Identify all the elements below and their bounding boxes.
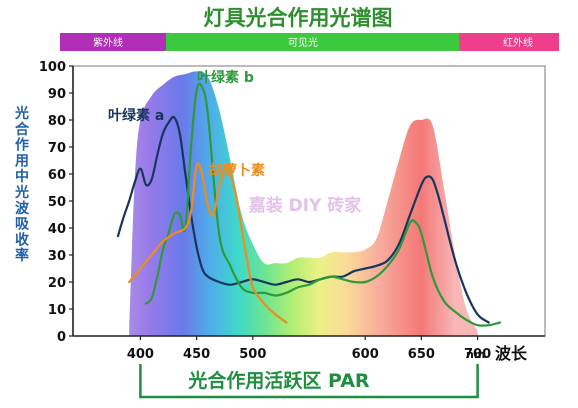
x-tick-label: 450 bbox=[183, 347, 210, 362]
y-label-char: 合 bbox=[15, 121, 30, 138]
spectrum-band-bar: 紫外线 可见光 红外线 bbox=[60, 33, 559, 51]
band-ir bbox=[459, 33, 559, 51]
y-tick-label: 0 bbox=[57, 330, 66, 345]
series-label-2: 胡萝卜素 bbox=[209, 162, 265, 179]
x-unit-label: nm bbox=[466, 348, 485, 361]
x-tick-label: 400 bbox=[127, 347, 154, 362]
y-tick-label: 20 bbox=[48, 276, 66, 291]
y-label-char: 作 bbox=[15, 137, 29, 154]
par-bracket-line bbox=[139, 364, 479, 399]
y-tick-label: 100 bbox=[39, 60, 66, 75]
y-tick-label: 60 bbox=[48, 168, 66, 183]
series-line-0 bbox=[116, 115, 490, 324]
plot-area: 0 10 20 30 40 50 60 70 80 90 100 400 450 500 600 650 70… bbox=[39, 60, 546, 362]
par-bracket: 光合作用活跃区 PAR bbox=[139, 364, 479, 399]
series-label-0: 叶绿素 a bbox=[108, 107, 164, 124]
y-label-char: 波 bbox=[15, 200, 30, 217]
series-line-1 bbox=[144, 82, 502, 327]
y-tick-label: 70 bbox=[48, 141, 66, 156]
band-ir-label: 红外线 bbox=[503, 36, 533, 49]
series-label-1: 叶绿素 b bbox=[197, 69, 254, 86]
x-tick-label: 650 bbox=[408, 347, 435, 362]
y-label-char: 收 bbox=[15, 231, 30, 248]
y-tick-label: 10 bbox=[48, 303, 66, 318]
y-label-char: 率 bbox=[15, 247, 29, 264]
x-axis-label: 波长 bbox=[495, 344, 528, 363]
y-label-char: 用 bbox=[15, 153, 29, 169]
x-tick-label: 600 bbox=[352, 347, 379, 362]
x-tick-label: 500 bbox=[239, 347, 266, 362]
y-tick-label: 90 bbox=[48, 87, 66, 102]
band-visible bbox=[166, 33, 459, 51]
y-tick-label: 80 bbox=[48, 114, 66, 129]
y-label-char: 光 bbox=[14, 184, 29, 201]
y-tick-label: 50 bbox=[48, 195, 66, 210]
action-spectrum-area bbox=[129, 71, 478, 336]
y-label-char: 光 bbox=[14, 105, 29, 122]
y-tick-label: 30 bbox=[48, 249, 66, 264]
band-uv bbox=[60, 33, 166, 51]
par-label: 光合作用活跃区 PAR bbox=[187, 369, 370, 392]
chart-title: 灯具光合作用光谱图 bbox=[204, 6, 393, 30]
y-label-char: 吸 bbox=[15, 217, 30, 233]
series-line-2 bbox=[128, 162, 288, 324]
band-uv-label: 紫外线 bbox=[93, 36, 123, 49]
band-visible-label: 可见光 bbox=[288, 36, 318, 49]
y-tick-label: 40 bbox=[48, 222, 66, 237]
x-tick-label: 700 bbox=[464, 347, 491, 362]
y-label-char: 中 bbox=[15, 168, 29, 185]
watermark-text: 嘉装 DIY 砖家 bbox=[248, 195, 362, 216]
